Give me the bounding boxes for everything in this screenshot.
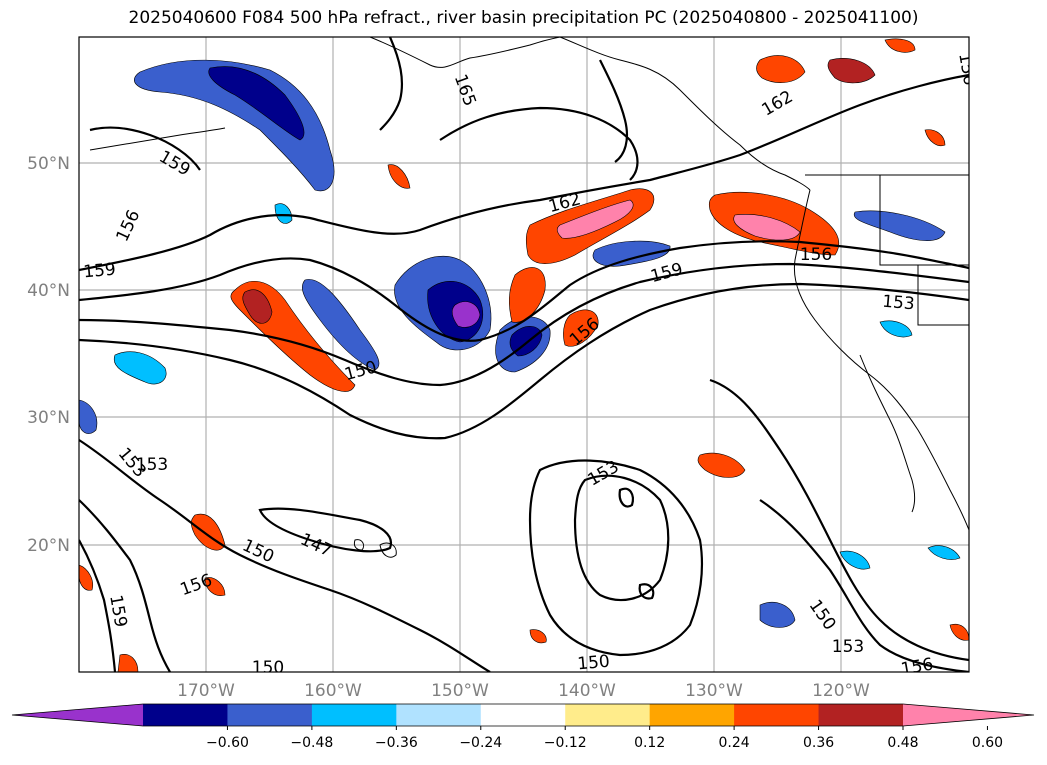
colorbar-swatch — [565, 704, 651, 726]
colorbar-tick-label: 0.48 — [887, 735, 918, 751]
colorbar-outline — [11, 703, 1035, 727]
colorbar-tick-label: −0.24 — [459, 735, 502, 751]
colorbar-extend-low — [12, 704, 143, 726]
negative-anomaly-fills — [79, 59, 961, 628]
contour-label: 150 — [577, 652, 611, 675]
colorbar-tick-label: −0.48 — [290, 735, 333, 751]
map-frame — [78, 36, 970, 673]
colorbar-tick-label: −0.60 — [206, 735, 249, 751]
colorbar-swatch — [734, 704, 820, 726]
lat-label: 50°N — [27, 154, 70, 174]
longitude-labels: 170°W 160°W 150°W 140°W 130°W 120°W — [177, 681, 870, 701]
colorbar-ticks: −0.60 −0.48 −0.36 −0.24 −0.12 0.12 0.24 0.36 0.4… — [206, 726, 1003, 751]
contour-label: 153 — [832, 637, 864, 657]
lon-label: 140°W — [558, 681, 616, 701]
map-title: 2025040600 F084 500 hPa refract., river … — [128, 8, 919, 28]
contour-label: 159 — [83, 260, 117, 283]
colorbar-swatch — [143, 704, 228, 726]
colorbar-extend-high — [903, 704, 1034, 726]
lat-label: 30°N — [27, 408, 70, 428]
refractivity-contours — [79, 37, 969, 672]
colorbar — [11, 703, 1035, 727]
contour-label: 153 — [881, 292, 915, 315]
contour-label: 156 — [899, 654, 934, 679]
contour-label: 156 — [800, 245, 832, 265]
contour-label: 150 — [252, 658, 284, 678]
colorbar-swatch — [311, 704, 397, 726]
colorbar-swatch — [396, 704, 482, 726]
lon-label: 170°W — [177, 681, 235, 701]
colorbar-tick-label: 0.60 — [972, 735, 1003, 751]
contour-label: 153 — [136, 455, 168, 475]
colorbar-swatch — [649, 704, 735, 726]
colorbar-tick-label: −0.12 — [544, 735, 587, 751]
colorbar-tick-label: 0.36 — [803, 735, 834, 751]
lat-label: 20°N — [27, 536, 70, 556]
colorbar-tick-label: −0.36 — [375, 735, 418, 751]
latitude-labels: 50°N 40°N 30°N 20°N — [27, 154, 70, 556]
lon-label: 160°W — [304, 681, 362, 701]
colorbar-swatch — [480, 704, 566, 726]
colorbar-swatch — [227, 704, 313, 726]
colorbar-tick-label: 0.12 — [634, 735, 665, 751]
lon-label: 150°W — [431, 681, 489, 701]
colorbar-tick-label: 0.24 — [719, 735, 750, 751]
colorbar-swatch — [818, 704, 904, 726]
lon-label: 120°W — [812, 681, 870, 701]
coastlines — [89, 37, 969, 558]
lat-label: 40°N — [27, 281, 70, 301]
lon-label: 130°W — [685, 681, 743, 701]
